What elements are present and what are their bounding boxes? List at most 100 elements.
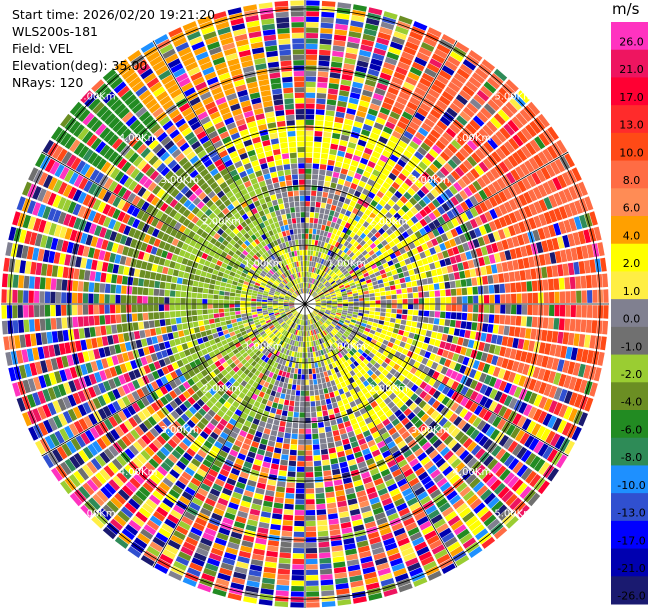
velocity-cell xyxy=(45,277,52,290)
velocity-cell xyxy=(240,304,246,308)
velocity-cell xyxy=(289,321,294,327)
velocity-cell xyxy=(394,190,403,199)
velocity-cell xyxy=(416,546,430,557)
velocity-cell xyxy=(274,337,280,344)
velocity-cell xyxy=(399,260,406,267)
velocity-cell xyxy=(278,563,291,570)
velocity-cell xyxy=(382,149,392,158)
velocity-cell xyxy=(319,44,332,51)
velocity-cell xyxy=(457,419,467,430)
velocity-cell xyxy=(356,540,369,548)
velocity-cell xyxy=(352,4,367,12)
velocity-cell xyxy=(426,133,438,144)
velocity-cell xyxy=(453,524,467,536)
velocity-cell xyxy=(407,309,413,315)
velocity-cell xyxy=(296,341,299,347)
velocity-cell xyxy=(537,151,549,165)
velocity-cell xyxy=(233,571,247,580)
velocity-cell xyxy=(561,422,572,436)
velocity-cell xyxy=(428,284,435,291)
velocity-cell xyxy=(317,290,323,295)
velocity-cell xyxy=(240,310,246,314)
velocity-cell xyxy=(524,160,535,173)
velocity-cell xyxy=(381,532,394,541)
velocity-cell xyxy=(342,297,348,300)
velocity-cell xyxy=(319,246,324,253)
velocity-cell xyxy=(61,305,67,316)
velocity-cell xyxy=(404,258,411,265)
velocity-cell xyxy=(251,553,265,561)
velocity-cell xyxy=(256,396,263,403)
velocity-cell xyxy=(407,159,417,169)
velocity-cell xyxy=(117,510,130,523)
velocity-cell xyxy=(313,152,321,159)
velocity-cell xyxy=(278,333,283,339)
velocity-cell xyxy=(175,556,190,566)
velocity-cell xyxy=(306,580,319,586)
velocity-cell xyxy=(382,325,389,331)
velocity-cell xyxy=(340,208,347,215)
velocity-cell xyxy=(309,283,312,289)
velocity-cell xyxy=(261,583,275,590)
velocity-cell xyxy=(408,269,415,276)
velocity-cell xyxy=(356,244,363,250)
velocity-cell xyxy=(404,325,411,332)
velocity-cell xyxy=(370,413,379,421)
velocity-cell xyxy=(430,514,443,525)
velocity-cell xyxy=(306,331,309,337)
velocity-cell xyxy=(466,321,472,330)
velocity-cell xyxy=(379,72,392,81)
velocity-cell xyxy=(314,240,319,246)
velocity-cell xyxy=(153,304,159,312)
velocity-cell xyxy=(313,335,317,341)
velocity-cell xyxy=(440,366,449,375)
velocity-cell xyxy=(252,498,263,506)
velocity-cell xyxy=(326,301,332,303)
velocity-cell xyxy=(371,277,377,282)
velocity-cell xyxy=(349,400,357,408)
velocity-cell xyxy=(466,441,478,452)
velocity-cell xyxy=(384,243,391,251)
velocity-cell xyxy=(372,431,381,439)
velocity-cell xyxy=(365,246,372,253)
velocity-cell xyxy=(291,580,304,586)
velocity-cell xyxy=(317,525,328,532)
velocity-cell xyxy=(423,285,429,291)
velocity-cell xyxy=(405,41,419,51)
velocity-cell xyxy=(479,213,488,224)
velocity-cell xyxy=(428,377,436,387)
velocity-cell xyxy=(191,458,201,468)
velocity-cell xyxy=(483,410,493,422)
velocity-cell xyxy=(309,330,312,336)
velocity-cell xyxy=(156,506,169,518)
velocity-cell xyxy=(532,186,543,200)
velocity-cell xyxy=(402,222,410,231)
velocity-cell xyxy=(243,596,258,604)
velocity-cell xyxy=(327,285,332,290)
velocity-cell xyxy=(464,198,474,209)
velocity-cell xyxy=(485,244,494,255)
velocity-cell xyxy=(336,383,342,390)
velocity-cell xyxy=(175,368,183,377)
velocity-cell xyxy=(305,488,315,494)
velocity-cell xyxy=(359,407,367,415)
velocity-cell xyxy=(326,381,332,388)
velocity-cell xyxy=(149,474,161,485)
velocity-cell xyxy=(287,471,296,477)
velocity-cell xyxy=(384,436,393,445)
velocity-cell xyxy=(104,315,111,325)
velocity-cell xyxy=(122,407,132,419)
velocity-cell xyxy=(434,290,441,297)
velocity-cell xyxy=(414,419,424,429)
velocity-cell xyxy=(398,374,406,382)
velocity-cell xyxy=(436,120,448,131)
velocity-cell xyxy=(240,307,246,311)
velocity-cell xyxy=(391,522,404,532)
velocity-cell xyxy=(276,579,290,586)
velocity-cell xyxy=(172,331,179,339)
velocity-cell xyxy=(334,315,340,320)
velocity-cell xyxy=(474,164,485,176)
velocity-cell xyxy=(275,391,281,398)
velocity-cell xyxy=(369,174,378,182)
velocity-cell xyxy=(323,388,329,394)
